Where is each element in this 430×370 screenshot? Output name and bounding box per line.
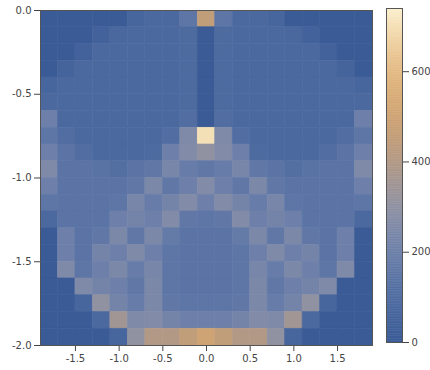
svg-text:0: 0 bbox=[412, 337, 418, 348]
svg-text:1.0: 1.0 bbox=[286, 353, 302, 364]
svg-text:-1.5: -1.5 bbox=[12, 256, 32, 267]
svg-text:-1.0: -1.0 bbox=[12, 172, 32, 183]
svg-text:-2.0: -2.0 bbox=[12, 340, 32, 351]
svg-text:0.0: 0.0 bbox=[199, 353, 215, 364]
svg-text:1.5: 1.5 bbox=[330, 353, 346, 364]
svg-text:0.5: 0.5 bbox=[242, 353, 258, 364]
svg-text:-1.0: -1.0 bbox=[109, 353, 129, 364]
svg-text:-0.5: -0.5 bbox=[12, 88, 32, 99]
svg-text:-1.5: -1.5 bbox=[66, 353, 86, 364]
svg-text:600: 600 bbox=[412, 66, 430, 77]
svg-text:400: 400 bbox=[412, 156, 430, 167]
svg-text:0.0: 0.0 bbox=[16, 5, 32, 16]
svg-text:-0.5: -0.5 bbox=[153, 353, 173, 364]
svg-text:200: 200 bbox=[412, 246, 430, 257]
